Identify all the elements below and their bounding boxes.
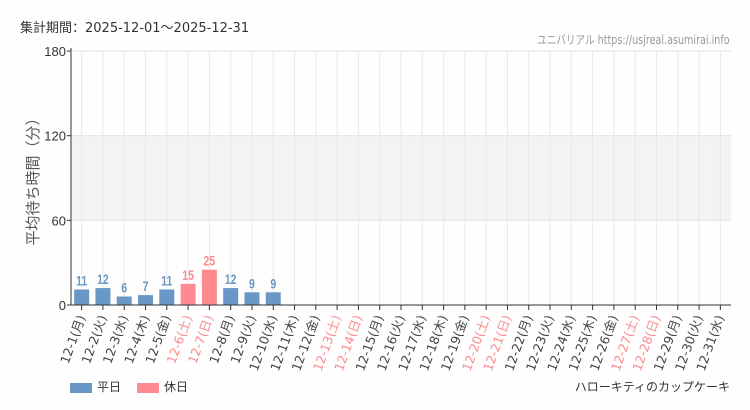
site-credit: ユニバリアル https://usjreal.asumirai.info — [537, 33, 730, 47]
data-label: 12 — [97, 272, 109, 288]
bar — [244, 292, 260, 305]
y-tick-label: 120 — [44, 129, 66, 144]
data-label: 11 — [76, 273, 87, 289]
legend-holiday[interactable]: 休日 — [137, 378, 188, 395]
data-label: 15 — [182, 267, 194, 283]
data-label: 25 — [204, 253, 216, 269]
legend-holiday-label: 休日 — [164, 380, 189, 394]
legend: 平日 休日 — [70, 378, 188, 395]
data-label: 9 — [270, 276, 276, 292]
bar — [138, 295, 154, 305]
data-label: 9 — [249, 276, 255, 292]
bar — [116, 296, 132, 305]
weekday-swatch — [70, 382, 92, 393]
period-label: 集計期間：2025-12-01〜2025-12-31 — [20, 21, 250, 36]
bar — [74, 289, 90, 305]
bar — [265, 292, 281, 305]
y-tick-label: 180 — [44, 44, 66, 59]
data-label: 7 — [143, 279, 149, 295]
legend-weekday[interactable]: 平日 — [70, 378, 121, 395]
bar — [180, 283, 196, 305]
attraction-name: ハローキティのカップケーキ — [574, 380, 730, 394]
legend-weekday-label: 平日 — [97, 380, 122, 394]
y-tick-label: 60 — [52, 213, 66, 228]
bar — [201, 269, 217, 305]
data-label: 12 — [225, 272, 237, 288]
data-label: 11 — [161, 273, 172, 289]
holiday-swatch — [137, 382, 160, 393]
bar — [159, 289, 175, 305]
bar — [223, 288, 239, 305]
bar — [95, 288, 111, 305]
y-tick-label: 0 — [59, 298, 66, 313]
data-label: 6 — [121, 280, 127, 296]
